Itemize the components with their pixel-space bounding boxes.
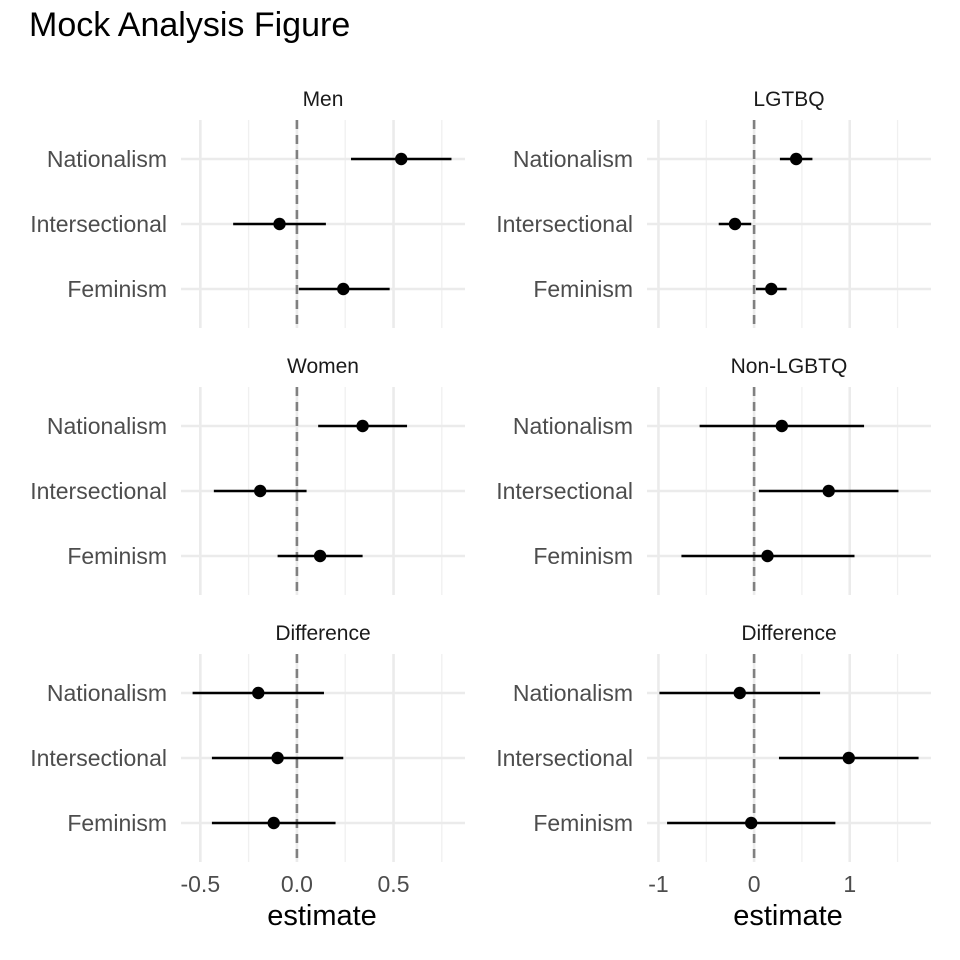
category-label: Nationalism — [513, 146, 633, 172]
x-tick-label: 0 — [748, 871, 761, 897]
category-label: Nationalism — [47, 146, 167, 172]
estimate-point — [252, 686, 265, 700]
x-tick-label: 1 — [843, 871, 856, 897]
estimate-point — [267, 816, 280, 830]
chart-title: Mock Analysis Figure — [29, 6, 351, 44]
category-label: Intersectional — [30, 478, 167, 504]
category-label: Feminism — [533, 810, 633, 836]
estimate-point — [254, 484, 267, 498]
x-tick-label: 0.0 — [281, 871, 313, 897]
category-label: Intersectional — [496, 478, 633, 504]
estimate-point — [789, 152, 803, 166]
facet-strip-label: Men — [303, 88, 344, 111]
estimate-point — [313, 549, 327, 563]
estimate-point — [733, 686, 746, 700]
category-label: Feminism — [67, 276, 167, 302]
category-label: Nationalism — [513, 413, 633, 439]
category-label: Intersectional — [30, 211, 167, 237]
x-tick-label: 0.5 — [378, 871, 410, 897]
facet-strip-label: Women — [287, 355, 359, 378]
estimate-point — [271, 751, 284, 765]
estimate-point — [765, 282, 778, 296]
category-label: Intersectional — [496, 745, 633, 771]
category-label: Nationalism — [47, 413, 167, 439]
category-label: Nationalism — [47, 680, 167, 706]
category-label: Nationalism — [513, 680, 633, 706]
estimate-point — [728, 217, 742, 231]
x-axis-title: estimate — [733, 900, 843, 932]
facet-strip-label: Non-LGBTQ — [731, 355, 848, 378]
estimate-point — [745, 816, 758, 830]
category-label: Feminism — [533, 276, 633, 302]
category-label: Feminism — [533, 543, 633, 569]
estimate-point — [761, 549, 774, 563]
facet-strip-label: LGTBQ — [753, 88, 824, 111]
category-label: Intersectional — [496, 211, 633, 237]
x-tick-label: -1 — [648, 871, 668, 897]
facet-strip-label: Difference — [741, 622, 836, 645]
category-label: Intersectional — [30, 745, 167, 771]
estimate-point — [273, 217, 286, 231]
estimate-point — [356, 419, 369, 433]
estimate-point — [395, 152, 408, 166]
estimate-point — [822, 484, 835, 498]
facet-strip-label: Difference — [275, 622, 370, 645]
category-label: Feminism — [67, 543, 167, 569]
estimate-point — [842, 751, 855, 765]
x-tick-label: -0.5 — [180, 871, 220, 897]
estimate-point — [775, 419, 789, 433]
x-axis-title: estimate — [267, 900, 377, 932]
estimate-point — [337, 282, 350, 296]
category-label: Feminism — [67, 810, 167, 836]
